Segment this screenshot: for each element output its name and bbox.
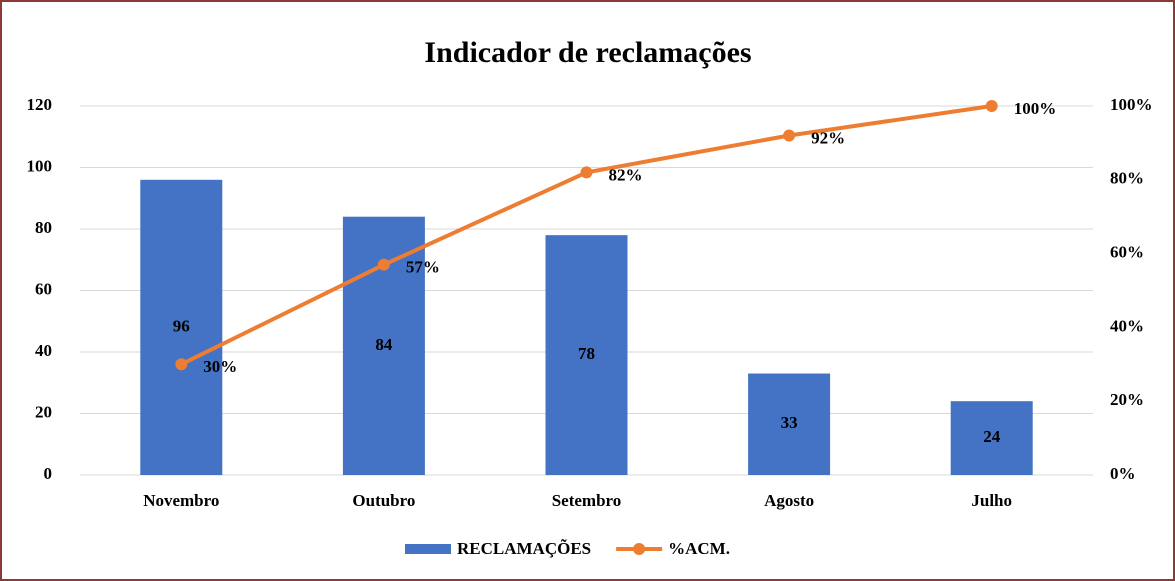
line-marker (175, 358, 188, 371)
line-marker (985, 100, 998, 112)
data-label: 30% (203, 357, 237, 376)
bar (140, 179, 223, 476)
y-tick-label: 100 (27, 156, 53, 175)
bar (950, 401, 1033, 475)
data-label: 100% (1014, 99, 1056, 118)
y-tick-label: 120 (27, 95, 53, 114)
bar (545, 235, 628, 475)
y2-tick-label: 80% (1110, 169, 1144, 188)
legend-label: %ACM. (668, 539, 730, 558)
data-label: 33 (781, 413, 798, 432)
legend-label: RECLAMAÇÕES (457, 538, 591, 558)
y2-tick-label: 60% (1110, 243, 1144, 262)
data-label: 92% (811, 128, 845, 147)
data-label: 24 (983, 427, 1001, 446)
data-label: 57% (406, 258, 440, 277)
legend-swatch (405, 544, 451, 554)
data-label: 78 (578, 344, 595, 363)
y2-tick-label: 20% (1110, 390, 1144, 409)
y-tick-label: 80 (35, 218, 52, 237)
y-tick-label: 20 (35, 402, 52, 421)
chart-title: Indicador de reclamações (424, 36, 751, 69)
line-marker (783, 129, 796, 142)
y-tick-label: 60 (35, 279, 52, 298)
x-tick-label: Novembro (143, 491, 219, 510)
line-marker (377, 258, 390, 271)
y2-tick-label: 40% (1110, 316, 1144, 335)
line-marker (580, 166, 593, 179)
y-tick-label: 40 (35, 341, 52, 360)
y2-tick-label: 0% (1110, 464, 1136, 483)
data-label: 84 (375, 335, 393, 354)
data-label: 82% (609, 165, 643, 184)
x-tick-label: Julho (971, 491, 1012, 510)
x-tick-label: Agosto (764, 491, 814, 510)
x-tick-label: Outubro (352, 491, 415, 510)
y-tick-label: 0 (44, 464, 53, 483)
legend-swatch (633, 543, 646, 555)
bar (748, 373, 831, 475)
x-tick-label: Setembro (552, 491, 622, 510)
data-label: 96 (173, 316, 190, 335)
y2-tick-label: 100% (1110, 95, 1153, 114)
